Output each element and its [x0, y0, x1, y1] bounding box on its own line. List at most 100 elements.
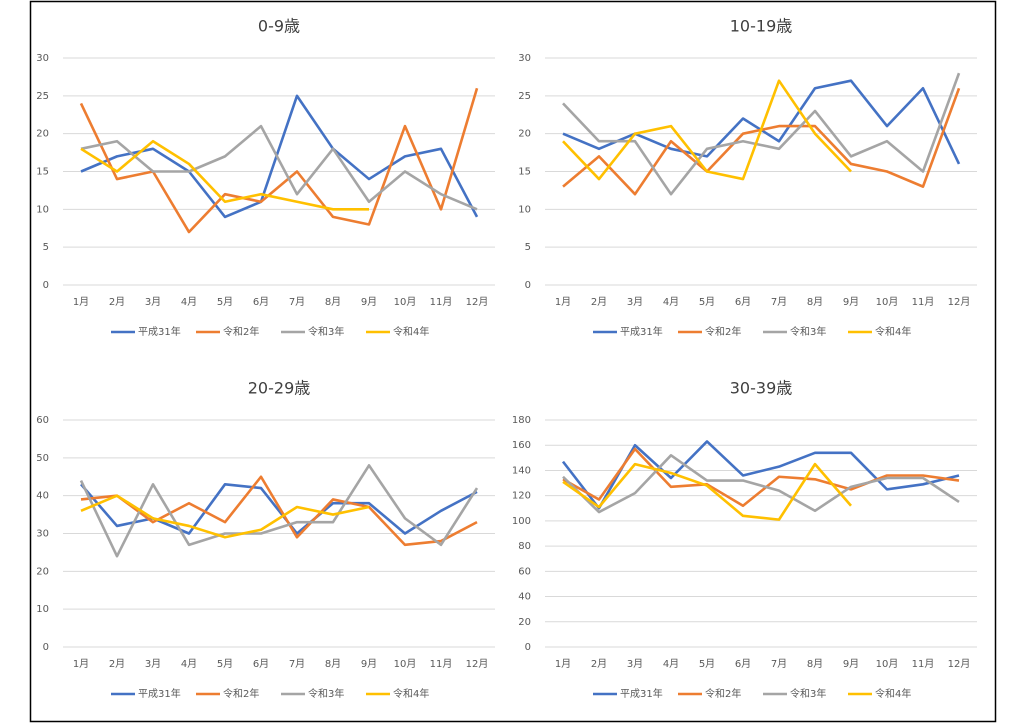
x-tick-label: 4月	[181, 658, 197, 670]
x-tick-label: 3月	[145, 296, 161, 308]
x-tick-label: 3月	[627, 296, 643, 308]
x-tick-label: 12月	[466, 296, 489, 308]
x-tick-label: 5月	[699, 296, 715, 308]
series-line	[562, 454, 960, 514]
x-tick-label: 9月	[361, 296, 377, 308]
series-line	[80, 483, 478, 535]
y-tick-label: 60	[36, 415, 49, 426]
y-tick-label: 5	[43, 242, 49, 253]
legend-label: 平成31年	[620, 325, 663, 338]
y-tick-label: 0	[43, 280, 49, 291]
x-tick-label: 6月	[253, 296, 269, 308]
x-tick-label: 1月	[73, 658, 89, 670]
legend-label: 令和3年	[308, 687, 344, 700]
y-tick-label: 100	[512, 516, 531, 527]
legend-label: 平成31年	[138, 325, 181, 338]
x-tick-label: 2月	[109, 658, 125, 670]
chart-title: 10-19歳	[730, 17, 793, 36]
y-tick-label: 25	[36, 91, 49, 102]
y-tick-label: 0	[43, 642, 49, 653]
x-tick-label: 3月	[627, 658, 643, 670]
x-tick-label: 10月	[394, 658, 417, 670]
y-tick-label: 140	[512, 465, 531, 476]
y-tick-label: 5	[525, 242, 531, 253]
chart-title: 20-29歳	[248, 379, 311, 398]
legend-label: 令和3年	[790, 325, 826, 338]
y-tick-label: 40	[518, 592, 531, 603]
x-tick-label: 10月	[876, 658, 899, 670]
x-tick-label: 6月	[253, 658, 269, 670]
x-tick-label: 10月	[876, 296, 899, 308]
series-line	[80, 475, 478, 547]
x-tick-label: 7月	[771, 296, 787, 308]
series-line	[80, 124, 478, 211]
x-tick-label: 10月	[394, 296, 417, 308]
x-tick-label: 8月	[325, 658, 341, 670]
x-tick-label: 4月	[663, 658, 679, 670]
y-tick-label: 40	[36, 491, 49, 502]
x-tick-label: 11月	[912, 658, 935, 670]
y-tick-label: 80	[518, 541, 531, 552]
series-line	[562, 447, 960, 508]
x-tick-label: 2月	[109, 296, 125, 308]
legend-label: 令和3年	[790, 687, 826, 700]
y-tick-label: 30	[36, 529, 49, 540]
x-tick-label: 9月	[843, 296, 859, 308]
y-tick-label: 10	[36, 604, 49, 615]
y-tick-label: 30	[518, 53, 531, 64]
series-line	[80, 139, 369, 211]
series-line	[80, 494, 370, 539]
x-tick-label: 6月	[735, 296, 751, 308]
y-tick-label: 15	[36, 167, 49, 178]
chart-title: 30-39歳	[730, 379, 793, 398]
x-tick-label: 11月	[430, 296, 453, 308]
frame	[29, 0, 997, 723]
x-tick-label: 8月	[325, 296, 341, 308]
y-tick-label: 180	[512, 415, 531, 426]
legend-label: 令和4年	[393, 325, 429, 338]
legend-label: 令和3年	[308, 325, 344, 338]
x-tick-label: 9月	[843, 658, 859, 670]
x-tick-label: 6月	[735, 658, 751, 670]
legend-label: 平成31年	[620, 687, 663, 700]
series-line	[562, 79, 852, 181]
series-line	[79, 464, 479, 558]
chart-panel: 20-29歳 0 10 20 30 40 50 60 1月 2月 3月 4月 5月 6月 7月 8月 9月 10月…	[36, 379, 495, 700]
y-tick-label: 25	[518, 91, 531, 102]
x-tick-label: 7月	[289, 658, 305, 670]
x-tick-label: 4月	[181, 296, 197, 308]
chart-panel: 10-19歳 0 5 10 15 20 25 30 1月 2月 3月 4月 5月 6月 7月 8月 9月 10月 1…	[518, 17, 977, 338]
y-tick-label: 20	[518, 129, 531, 140]
y-tick-label: 50	[36, 453, 49, 464]
legend-label: 令和4年	[875, 687, 911, 700]
x-tick-label: 5月	[699, 658, 715, 670]
x-tick-label: 5月	[217, 658, 233, 670]
y-tick-label: 0	[525, 280, 531, 291]
y-tick-label: 160	[512, 440, 531, 451]
y-tick-label: 10	[518, 204, 531, 215]
y-tick-label: 20	[36, 566, 49, 577]
legend-label: 令和2年	[223, 325, 259, 338]
chart-panel: 0-9歳 0 5 10 15 20 25 30 1月 2月 3月 4月 5月 6月 7月 8月 9月 10月 11月…	[36, 17, 495, 338]
x-tick-label: 3月	[145, 658, 161, 670]
x-tick-label: 8月	[807, 658, 823, 670]
y-tick-label: 0	[525, 642, 531, 653]
legend-label: 令和4年	[875, 325, 911, 338]
x-tick-label: 1月	[555, 296, 571, 308]
x-tick-label: 5月	[217, 296, 233, 308]
x-tick-label: 8月	[807, 296, 823, 308]
chart-panel: 30-39歳 0 20 40 60 80 100 120 140 160 180 1月 2月 3月 4月 5月…	[512, 379, 977, 700]
y-tick-label: 10	[36, 204, 49, 215]
legend-label: 令和2年	[705, 687, 741, 700]
x-tick-label: 9月	[361, 658, 377, 670]
y-tick-label: 60	[518, 566, 531, 577]
y-tick-label: 15	[518, 167, 531, 178]
y-tick-label: 120	[512, 491, 531, 502]
series-line	[562, 462, 852, 521]
legend-label: 平成31年	[138, 687, 181, 700]
legend-label: 令和2年	[705, 325, 741, 338]
x-tick-label: 4月	[663, 296, 679, 308]
x-tick-label: 7月	[771, 658, 787, 670]
x-tick-label: 2月	[591, 296, 607, 308]
